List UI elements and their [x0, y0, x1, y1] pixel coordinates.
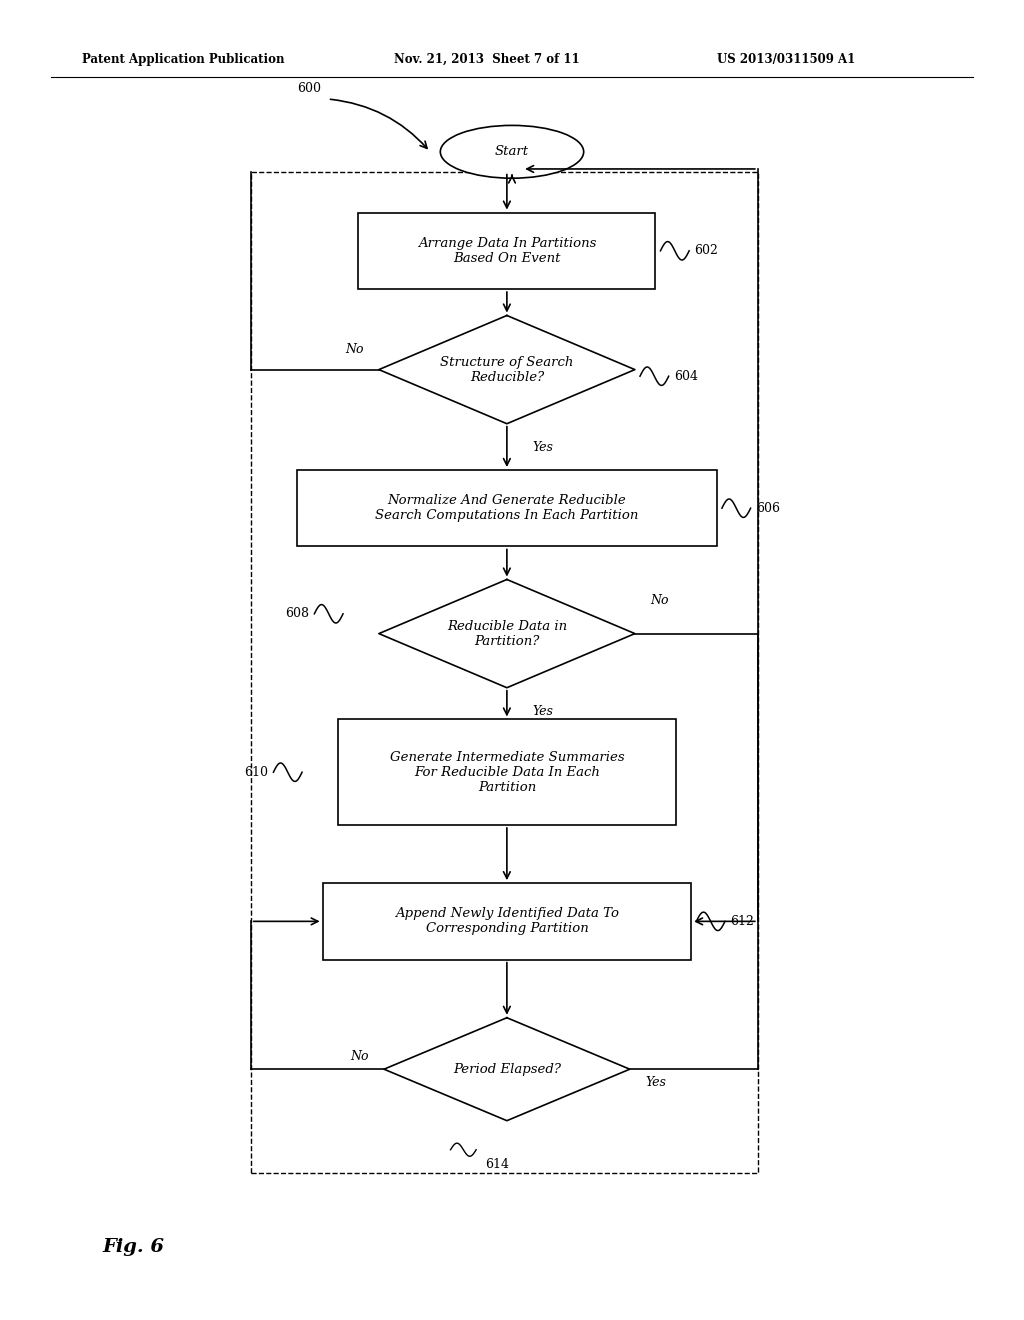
FancyBboxPatch shape: [358, 213, 655, 289]
Text: Reducible Data in
Partition?: Reducible Data in Partition?: [446, 619, 567, 648]
Text: Arrange Data In Partitions
Based On Event: Arrange Data In Partitions Based On Even…: [418, 236, 596, 265]
Text: 614: 614: [484, 1158, 509, 1171]
Polygon shape: [384, 1018, 630, 1121]
Text: 604: 604: [674, 370, 697, 383]
FancyBboxPatch shape: [323, 883, 691, 960]
FancyBboxPatch shape: [338, 719, 676, 825]
Text: No: No: [650, 594, 669, 607]
Ellipse shape: [440, 125, 584, 178]
Text: Generate Intermediate Summaries
For Reducible Data In Each
Partition: Generate Intermediate Summaries For Redu…: [389, 751, 625, 793]
Text: Yes: Yes: [532, 441, 553, 454]
Text: Append Newly Identified Data To
Corresponding Partition: Append Newly Identified Data To Correspo…: [395, 907, 618, 936]
Text: 610: 610: [245, 766, 268, 779]
Text: 602: 602: [694, 244, 718, 257]
Text: Yes: Yes: [532, 705, 553, 718]
Text: Start: Start: [495, 145, 529, 158]
Polygon shape: [379, 315, 635, 424]
Polygon shape: [379, 579, 635, 688]
Text: Normalize And Generate Reducible
Search Computations In Each Partition: Normalize And Generate Reducible Search …: [375, 494, 639, 523]
Text: Nov. 21, 2013  Sheet 7 of 11: Nov. 21, 2013 Sheet 7 of 11: [394, 53, 580, 66]
Text: 612: 612: [730, 915, 754, 928]
Text: 600: 600: [297, 82, 321, 95]
Text: Patent Application Publication: Patent Application Publication: [82, 53, 285, 66]
Text: No: No: [345, 343, 364, 356]
Text: Period Elapsed?: Period Elapsed?: [453, 1063, 561, 1076]
Text: US 2013/0311509 A1: US 2013/0311509 A1: [717, 53, 855, 66]
Text: 608: 608: [286, 607, 309, 620]
Text: 606: 606: [756, 502, 779, 515]
Text: No: No: [350, 1049, 369, 1063]
Text: Structure of Search
Reducible?: Structure of Search Reducible?: [440, 355, 573, 384]
Text: Fig. 6: Fig. 6: [102, 1238, 165, 1257]
FancyBboxPatch shape: [297, 470, 717, 546]
Text: Yes: Yes: [645, 1076, 666, 1089]
